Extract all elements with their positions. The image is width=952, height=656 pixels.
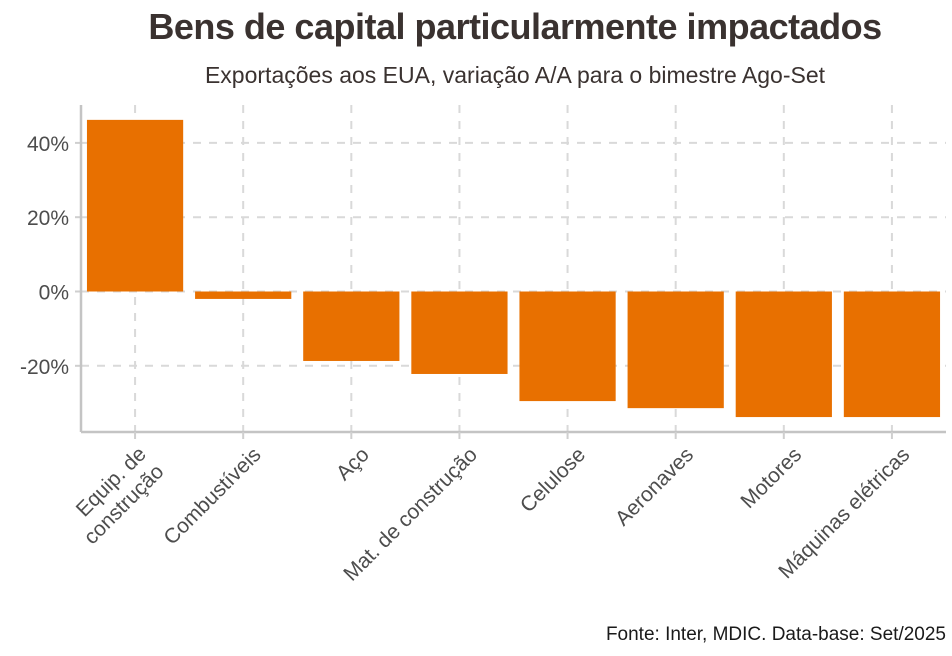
chart-caption: Fonte: Inter, MDIC. Data-base: Set/2025 bbox=[605, 624, 946, 645]
bar bbox=[303, 291, 400, 361]
x-tick-label-line: Motores bbox=[736, 443, 806, 513]
y-tick-label: 0% bbox=[39, 282, 69, 305]
x-tick-label: Motores bbox=[736, 443, 806, 513]
y-tick-label: 40% bbox=[27, 133, 69, 156]
axes bbox=[75, 105, 946, 439]
x-tick-label-line: Celulose bbox=[516, 443, 590, 517]
x-tick-label-line: Aço bbox=[332, 443, 374, 485]
bar bbox=[843, 291, 941, 418]
bar bbox=[86, 119, 184, 292]
x-tick-label: Aeronaves bbox=[611, 443, 698, 530]
bar bbox=[735, 291, 832, 418]
x-tick-label: Equip. deconstrução bbox=[62, 442, 169, 549]
x-tick-label-line: Combustíveis bbox=[159, 443, 265, 549]
x-tick-label: Celulose bbox=[516, 443, 590, 517]
bar bbox=[519, 291, 616, 402]
x-tick-label: Aço bbox=[332, 443, 374, 485]
chart-subtitle: Exportações aos EUA, variação A/A para o… bbox=[204, 62, 826, 88]
y-tick-label: -20% bbox=[20, 356, 69, 379]
bars bbox=[86, 119, 941, 418]
chart-title: Bens de capital particularmente impactad… bbox=[148, 6, 882, 47]
bar bbox=[195, 291, 292, 299]
bar bbox=[627, 291, 724, 409]
x-tick-label: Combustíveis bbox=[159, 443, 265, 549]
bar bbox=[411, 291, 508, 374]
x-tick-label-line: Aeronaves bbox=[611, 443, 698, 530]
y-tick-label: 20% bbox=[27, 207, 69, 230]
